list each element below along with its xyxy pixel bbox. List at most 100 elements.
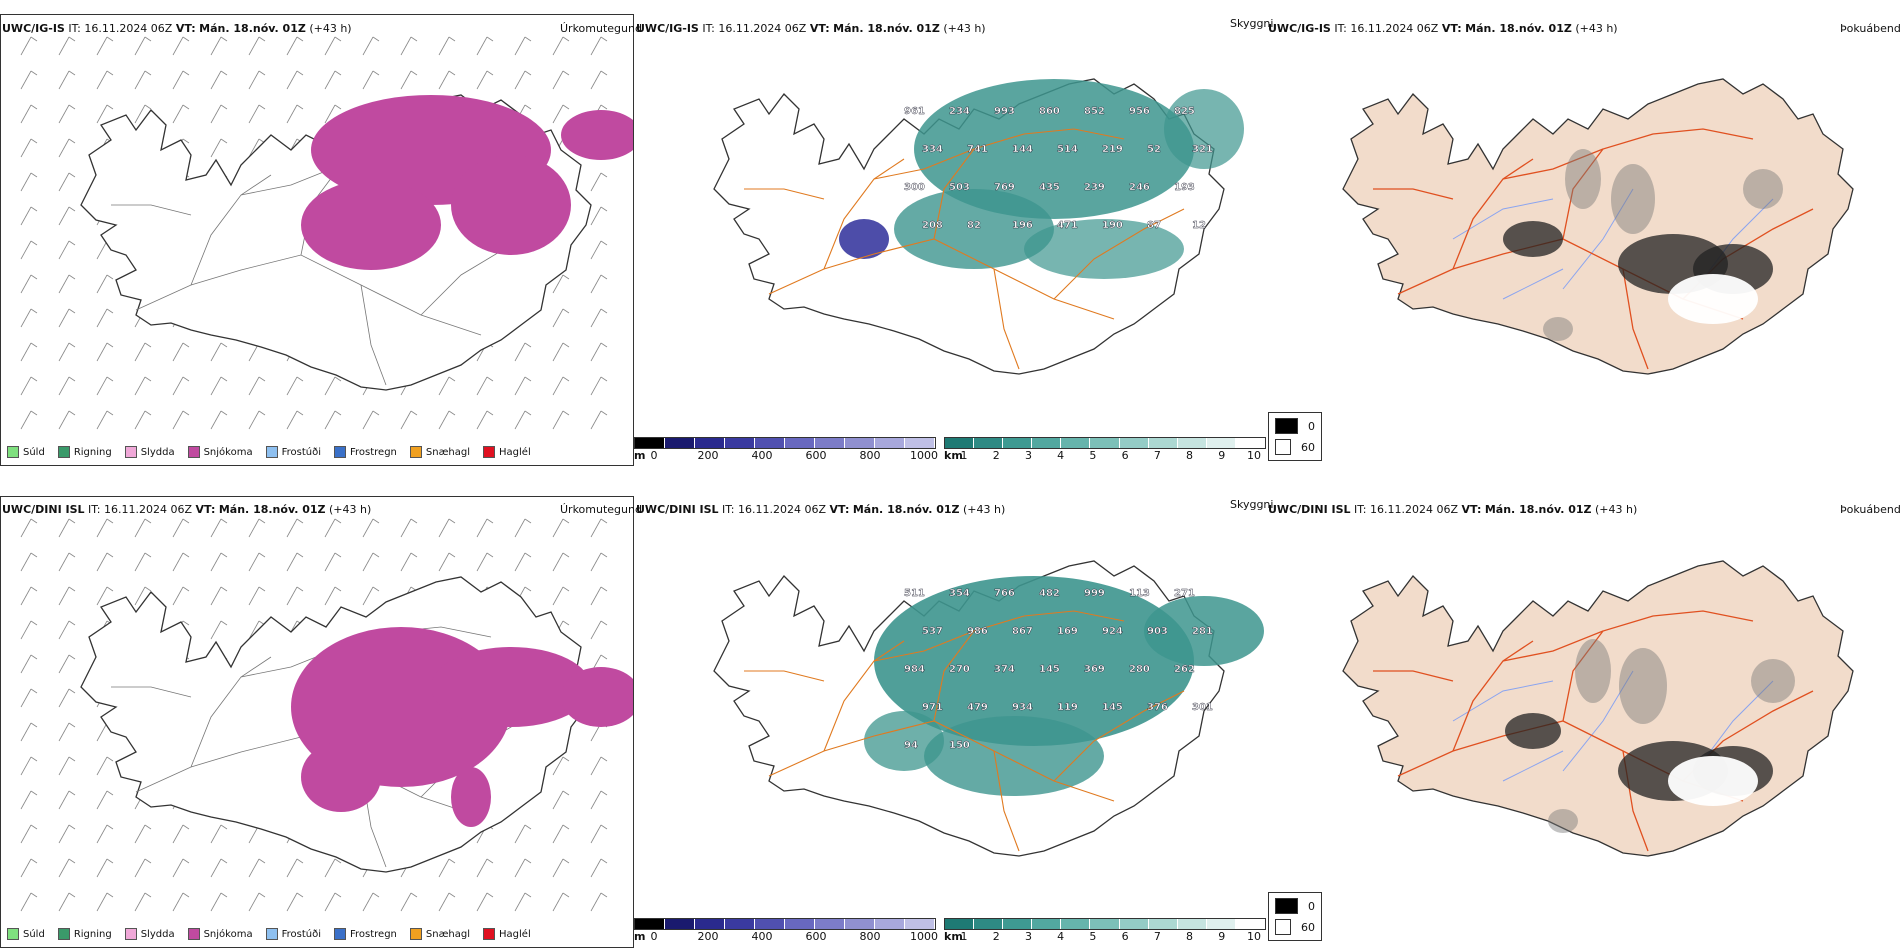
legend-swatch xyxy=(409,928,422,940)
fog-panel-row1 xyxy=(1268,14,1900,464)
wind-barb xyxy=(590,36,608,56)
wind-barb xyxy=(58,274,76,294)
precip-panel-row2: Súld Rigning Slydda Snjókoma Frostúði Frostre… xyxy=(0,496,634,948)
wind-barb xyxy=(210,36,228,56)
legend-item: Slydda xyxy=(124,446,175,458)
colorbar-tick: 3 xyxy=(1024,449,1032,462)
colorbar-tick: 2 xyxy=(992,449,1000,462)
snow-height-label: 924 xyxy=(1102,626,1123,637)
wind-barb xyxy=(552,824,570,844)
snow-height-label: 511 xyxy=(904,588,925,599)
legend-label: Haglél xyxy=(499,928,531,940)
colorbar-segment xyxy=(1061,438,1091,448)
wind-barb xyxy=(248,858,266,878)
wind-barb xyxy=(324,586,342,606)
colorbar-segment xyxy=(785,438,815,448)
wind-barb xyxy=(552,756,570,776)
iceland-map xyxy=(1342,560,1854,857)
fog-index-area xyxy=(1743,169,1783,209)
road-line xyxy=(111,204,192,216)
road-line xyxy=(823,158,905,270)
valid-time: Mán. 18.nóv. 01Z xyxy=(1484,503,1592,516)
wind-barb xyxy=(134,376,152,396)
colorbar-segment xyxy=(945,919,975,929)
wind-barb xyxy=(476,892,494,912)
colorbar-tick: 5 xyxy=(1089,930,1097,943)
snow-area xyxy=(561,110,633,160)
colorbar-tick: 10 xyxy=(1247,930,1261,943)
colorbar-tick: 0 xyxy=(650,449,658,462)
snow-height-label: 984 xyxy=(904,664,925,675)
wind-barb xyxy=(20,552,38,572)
header-visibility-row2: UWC/DINI ISL IT: 16.11.2024 06Z VT: Mán.… xyxy=(636,503,1005,516)
model-name: UWC/IG-IS xyxy=(1268,22,1331,35)
colorbar-tick: 2 xyxy=(992,930,1000,943)
valid-time: Mán. 18.nóv. 01Z xyxy=(852,503,960,516)
snow-height-label: 87 xyxy=(1147,220,1161,231)
legend-swatch xyxy=(124,446,137,458)
lead-time: (+43 h) xyxy=(1595,503,1638,516)
snow-height-label: 537 xyxy=(922,626,943,637)
legend-swatch xyxy=(483,928,496,940)
wind-barb xyxy=(552,36,570,56)
wind-barb xyxy=(476,858,494,878)
snow-height-label: 769 xyxy=(994,182,1015,193)
precip-legend-row2: Súld Rigning Slydda Snjókoma Frostúði Frostre… xyxy=(7,928,544,940)
snow-height-label: 239 xyxy=(1084,182,1105,193)
wind-barb xyxy=(590,586,608,606)
legend-item: Frostregn xyxy=(334,446,397,458)
wind-barb xyxy=(362,70,380,90)
snow-height-label: 219 xyxy=(1102,144,1123,155)
road-line xyxy=(1562,128,1754,240)
road-line xyxy=(1452,158,1534,270)
colorbar-tick: 1000 xyxy=(910,930,938,943)
colorbar-segment xyxy=(815,919,845,929)
snow-height-label: 196 xyxy=(1012,220,1033,231)
snow-unit: m xyxy=(634,930,646,943)
legend-item: Frostúði xyxy=(265,928,321,940)
init-time: 16.11.2024 06Z xyxy=(104,503,193,516)
wind-barb xyxy=(248,410,266,430)
river-line xyxy=(1702,680,1774,762)
init-time: 16.11.2024 06Z xyxy=(1370,503,1459,516)
legend-label: Súld xyxy=(23,928,45,940)
colorbar-tick: 5 xyxy=(1089,449,1097,462)
wind-barb xyxy=(134,104,152,124)
header-precip-row1: UWC/IG-IS IT: 16.11.2024 06Z VT: Mán. 18… xyxy=(2,22,352,35)
snow-height-label: 334 xyxy=(922,144,943,155)
valid-time: Mán. 18.nóv. 01Z xyxy=(1465,22,1572,35)
precip-map-row2 xyxy=(20,518,633,912)
fog-legend-item: 60 xyxy=(1275,439,1315,455)
legend-swatch xyxy=(7,446,19,458)
wind-barb xyxy=(96,342,114,362)
wind-barb xyxy=(20,620,38,640)
wind-barb xyxy=(58,240,76,260)
it-label: IT: xyxy=(1354,503,1367,516)
snow-height-label: 145 xyxy=(1102,702,1123,713)
wind-barb xyxy=(58,376,76,396)
snow-area xyxy=(451,155,571,255)
wind-barb xyxy=(20,240,38,260)
snow-height-label: 479 xyxy=(967,702,988,713)
wind-barb xyxy=(514,36,532,56)
legend-item: Slydda xyxy=(124,928,175,940)
wind-barb xyxy=(134,552,152,572)
fog-legend-value: 0 xyxy=(1308,419,1315,433)
colorbar-tick: 8 xyxy=(1186,449,1194,462)
colorbar-segment xyxy=(695,438,725,448)
fog-legend-item: 0 xyxy=(1275,898,1315,914)
valid-time: Mán. 18.nóv. 01Z xyxy=(199,22,306,35)
iceland-map: 961 234 993 860 852 956 825 334 741 144 514 219 52 32… xyxy=(713,78,1244,375)
wind-barb xyxy=(172,892,190,912)
visibility-unit: km xyxy=(944,930,963,943)
colorbar-tick: 8 xyxy=(1186,930,1194,943)
visibility-panel-row1: 961 234 993 860 852 956 825 334 741 144 514 219 52 32… xyxy=(634,14,1266,464)
wind-barb xyxy=(96,104,114,124)
wind-barb xyxy=(552,342,570,362)
snow-height-label: 300 xyxy=(904,182,925,193)
wind-barb xyxy=(476,36,494,56)
fog-legend-value: 0 xyxy=(1308,899,1315,913)
snow-height-label: 860 xyxy=(1039,106,1060,117)
road-line xyxy=(993,268,1020,370)
wind-barb xyxy=(324,518,342,538)
